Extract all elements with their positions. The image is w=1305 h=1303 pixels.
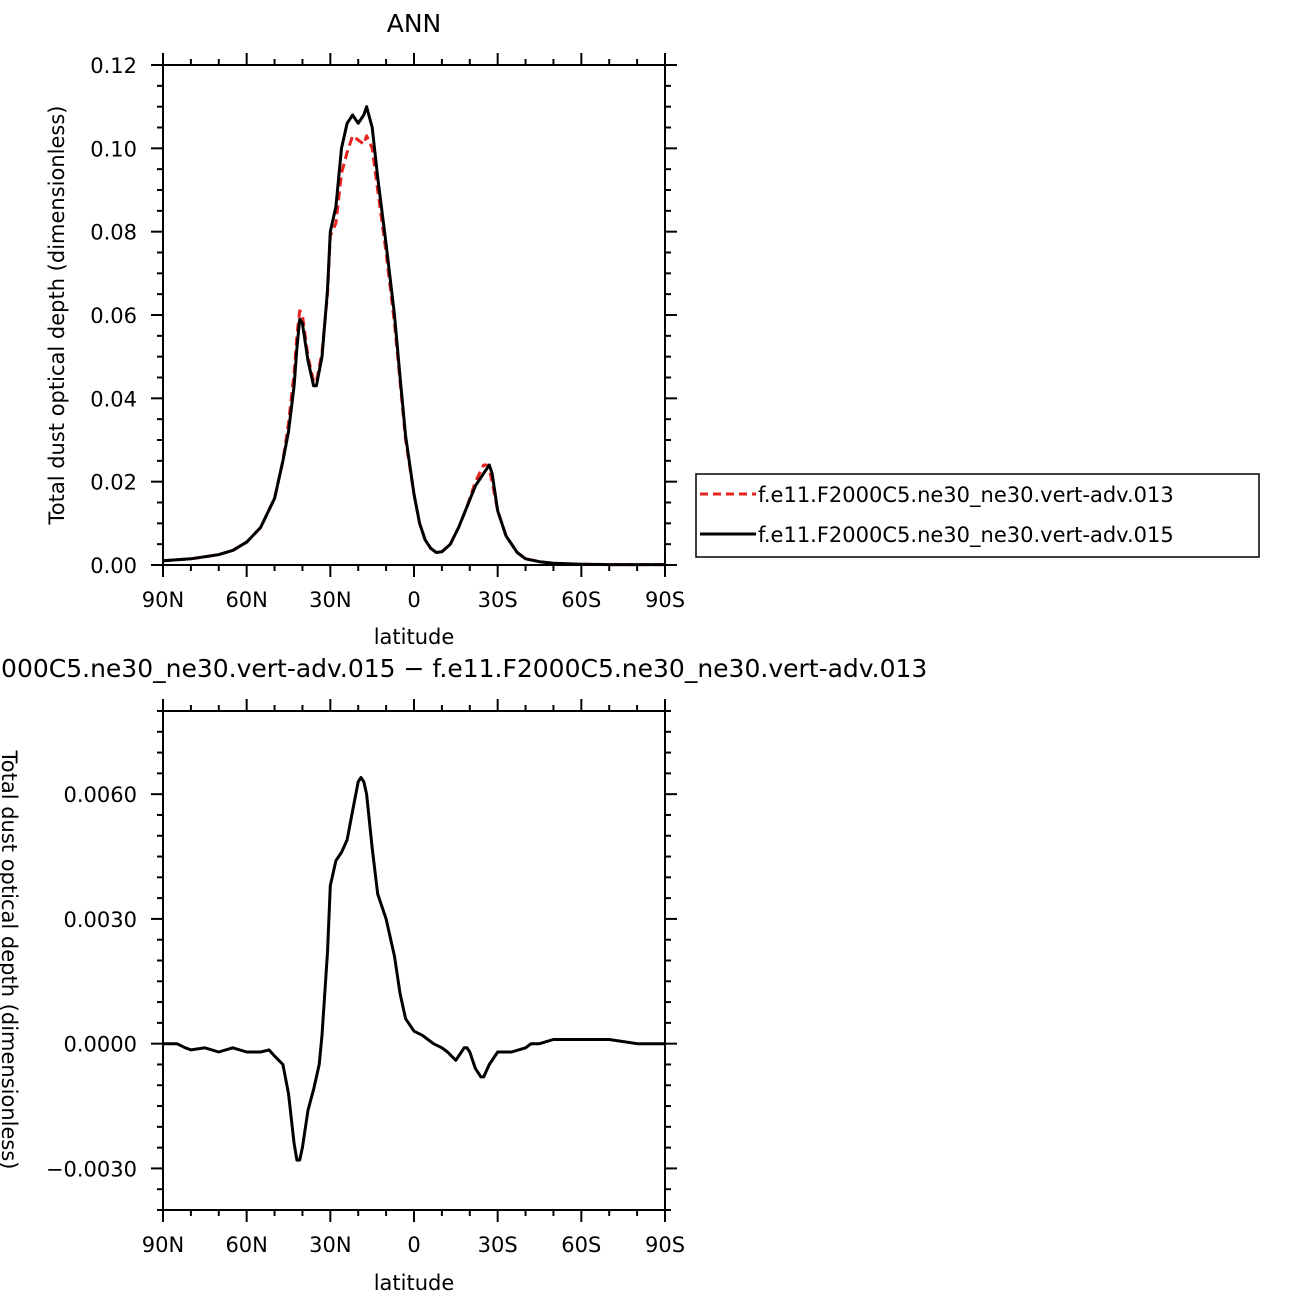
top-panel-frame — [162, 64, 666, 566]
top-y-tick-label: 0.12 — [90, 54, 137, 78]
top-x-tick-label: 60S — [561, 588, 601, 612]
top-panel-y-axis-label: Total dust optical depth (dimensionless) — [45, 106, 69, 526]
top-x-tick-label: 90N — [142, 588, 184, 612]
bottom-x-tick-label: 90S — [645, 1233, 685, 1257]
top-x-tick-label: 60N — [225, 588, 267, 612]
bottom-series-line-0 — [163, 776, 665, 1162]
bottom-x-tick-label: 30S — [478, 1233, 518, 1257]
top-x-tick-label: 0 — [407, 588, 420, 612]
top-panel-title: ANN — [387, 9, 442, 38]
top-panel-series — [162, 105, 665, 567]
top-x-tick-label: 90S — [645, 588, 685, 612]
bottom-y-tick-label: 0.0030 — [64, 908, 137, 932]
bottom-y-tick-label: −0.0030 — [46, 1157, 137, 1181]
top-y-tick-label: 0.00 — [90, 554, 137, 578]
top-panel: ANN Total dust optical depth (dimensionl… — [45, 9, 685, 649]
bottom-panel-frame — [162, 710, 666, 1211]
top-y-tick-label: 0.08 — [90, 221, 137, 245]
top-x-tick-label: 30S — [478, 588, 518, 612]
top-y-tick-label: 0.02 — [90, 471, 137, 495]
bottom-y-tick-label: 0.0060 — [64, 783, 137, 807]
bottom-panel-ticks: 90N 60N 30N 0 30S 60S 90S −0.0030 0.0000 0.0030 0.… — [46, 699, 685, 1257]
top-y-tick-label: 0.06 — [90, 304, 137, 328]
bottom-panel-y-axis-label: Total dust optical depth (dimensionless) — [0, 750, 21, 1170]
legend: f.e11.F2000C5.ne30_ne30.vert-adv.013 f.e… — [695, 473, 1260, 558]
bottom-panel: f.e11.F2000C5.ne30_ne30.vert-adv.015 − f… — [0, 654, 927, 1295]
bottom-panel-x-axis-label: latitude — [374, 1271, 455, 1295]
bottom-x-tick-label: 60S — [561, 1233, 601, 1257]
top-panel-x-axis-label: latitude — [374, 625, 455, 649]
bottom-x-tick-label: 90N — [142, 1233, 184, 1257]
bottom-x-tick-label: 60N — [225, 1233, 267, 1257]
bottom-x-tick-label: 0 — [407, 1233, 420, 1257]
top-y-tick-label: 0.04 — [90, 387, 137, 411]
legend-label-015: f.e11.F2000C5.ne30_ne30.vert-adv.015 — [758, 523, 1174, 548]
top-series-line-1 — [162, 105, 665, 567]
bottom-panel-series — [163, 776, 665, 1162]
top-panel-ticks: 90N 60N 30N 0 30S 60S 90S 0.00 0.02 0.04 0.06 0.08 0… — [90, 53, 685, 612]
bottom-y-tick-label: 0.0000 — [64, 1033, 137, 1057]
legend-label-013: f.e11.F2000C5.ne30_ne30.vert-adv.013 — [758, 483, 1174, 508]
bottom-panel-title: f.e11.F2000C5.ne30_ne30.vert-adv.015 − f… — [0, 654, 927, 683]
legend-box — [695, 473, 1260, 558]
bottom-x-tick-label: 30N — [309, 1233, 351, 1257]
top-y-tick-label: 0.10 — [90, 137, 137, 161]
top-x-tick-label: 30N — [309, 588, 351, 612]
